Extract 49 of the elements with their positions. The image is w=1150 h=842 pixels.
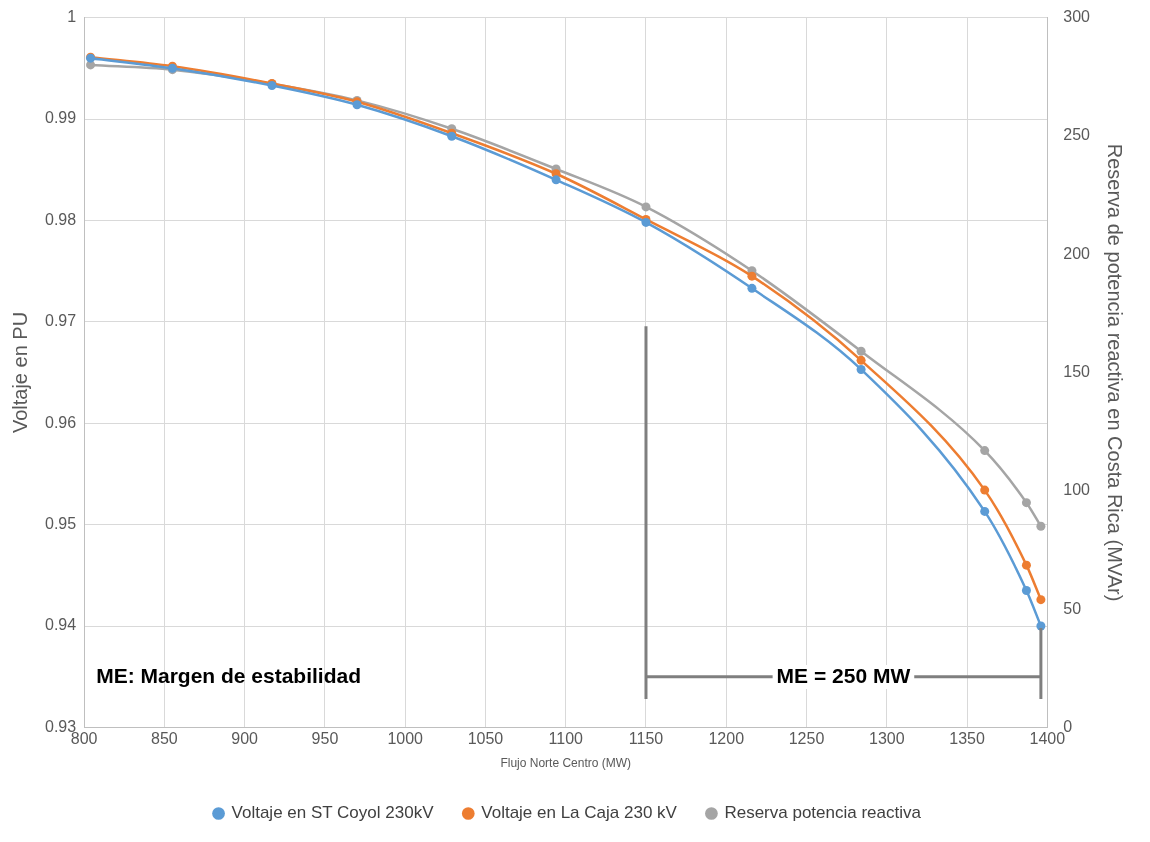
x-tick-label: 950 — [311, 730, 339, 748]
y2-tick-label: 200 — [1063, 244, 1091, 262]
point — [856, 364, 866, 374]
x-axis-title: Flujo Norte Centro (MW) — [500, 756, 632, 771]
legend-label: Voltaje en La Caja 230 kV — [481, 803, 678, 823]
point — [1021, 586, 1031, 596]
x-tick-label: 1300 — [868, 730, 905, 748]
y2-tick-label: 150 — [1063, 362, 1091, 380]
y-tick-label: 0.94 — [45, 616, 77, 634]
point — [551, 175, 561, 185]
y-tick-label: 1 — [67, 8, 77, 26]
point — [856, 355, 866, 365]
x-tick-label: 1050 — [467, 730, 504, 748]
y2-tick-label: 250 — [1063, 126, 1091, 144]
annotation: ME: Margen de estabilidad — [96, 663, 362, 687]
point — [980, 485, 990, 495]
point — [641, 202, 651, 212]
point — [1021, 560, 1031, 570]
y2-tick-label: 300 — [1063, 8, 1091, 26]
x-tick-label: 1200 — [708, 730, 745, 748]
x-tick-label: 1150 — [628, 730, 664, 748]
x-tick-label: 1400 — [1029, 730, 1066, 748]
point — [1036, 595, 1046, 605]
point — [856, 346, 866, 356]
point — [747, 271, 757, 281]
y-tick-label: 0.95 — [45, 515, 77, 533]
point — [747, 283, 757, 293]
y-tick-label: 0.97 — [45, 312, 77, 330]
x-tick-label: 1000 — [387, 730, 424, 748]
y2-tick-label: 50 — [1063, 599, 1082, 617]
legend-label: Reserva potencia reactiva — [724, 803, 922, 823]
y2-tick-label: 0 — [1063, 717, 1073, 735]
y2-axis-title: Reserva de potencia reactiva en Costa Rica (MVAr) — [1104, 143, 1127, 602]
point — [1036, 521, 1046, 531]
x-tick-label: 1350 — [949, 730, 985, 748]
annotation: ME = 250 MW — [776, 663, 911, 687]
y2-tick-label: 100 — [1063, 481, 1091, 499]
legend-label: Voltaje en ST Coyol 230kV — [231, 803, 435, 823]
point — [1021, 498, 1031, 508]
x-tick-label: 1100 — [548, 730, 584, 748]
x-tick-label: 900 — [231, 730, 259, 748]
y-tick-label: 0.98 — [45, 210, 77, 228]
y-tick-label: 0.96 — [45, 413, 77, 431]
point — [980, 506, 990, 516]
point — [980, 446, 990, 456]
y-tick-label: 0.99 — [45, 109, 77, 127]
x-tick-label: 1250 — [788, 730, 825, 748]
x-tick-label: 850 — [151, 730, 178, 748]
y-axis-title: Voltaje en PU — [8, 311, 31, 434]
